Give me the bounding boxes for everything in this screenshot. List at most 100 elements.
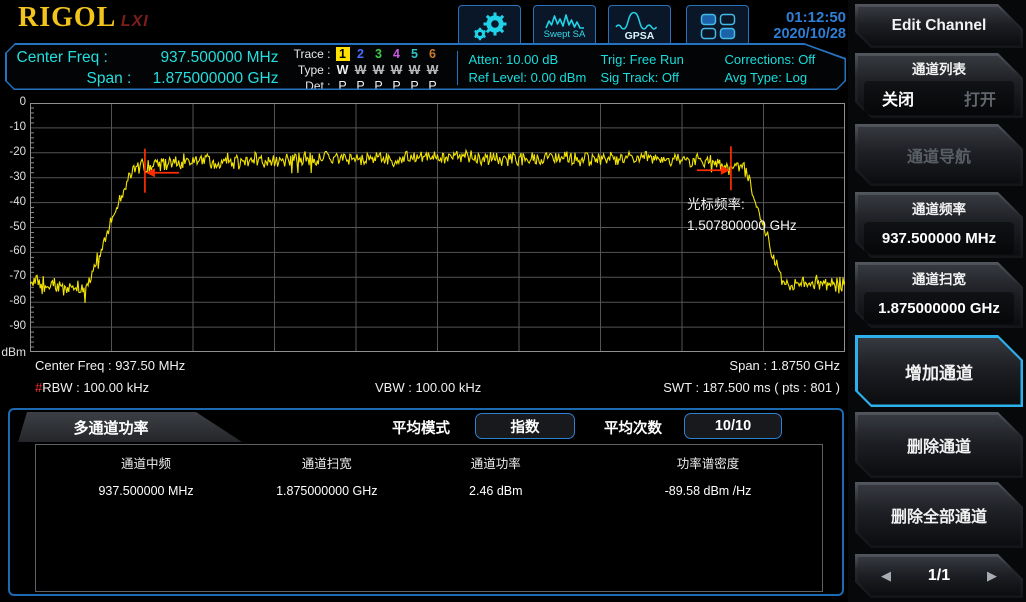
atten-value: Atten: 10.00 dB — [468, 51, 559, 67]
date-text: 2020/10/28 — [773, 26, 846, 42]
trace-row-label: Trace : — [293, 46, 331, 61]
trace-type-3: W — [372, 62, 385, 77]
trace-type-2: W — [354, 62, 367, 77]
rigol-logo: RIGOL LXI — [18, 2, 149, 34]
trace-number-6: 6 — [429, 46, 436, 61]
y-tick-label: -80 — [9, 295, 26, 308]
trace-type-4: W — [390, 62, 403, 77]
y-tick-label: -10 — [9, 120, 26, 133]
softkey-menu: Edit Channel 通道列表 关闭 打开 通道导航 通道频率 937.50… — [848, 0, 1026, 602]
y-tick-label: 0 — [19, 96, 26, 108]
status-bar: Center Freq : 937.500000 MHz Span : 1.87… — [5, 43, 846, 90]
status-col-corrections: Corrections: Off Avg Type: Log — [725, 51, 816, 87]
cursor-freq-label: 光标频率: — [687, 197, 745, 212]
footer-vbw: VBW : 100.00 kHz — [375, 380, 482, 395]
span-value: 1.875000000 GHz — [152, 69, 279, 87]
footer-swt: SWT : 187.500 ms ( pts : 801 ) — [663, 380, 840, 395]
channel-freq-title: 通道频率 — [912, 202, 966, 217]
status-col-trig: Trig: Free Run Sig Track: Off — [601, 51, 684, 87]
clock: 01:12:50 2020/10/28 — [740, 9, 846, 43]
y-axis-unit: dBm — [1, 345, 26, 359]
channel-table-header-row: 通道中频 通道扫宽 通道功率 功率谱密度 — [36, 445, 822, 472]
softkey-delete-channel[interactable]: 删除通道 — [855, 412, 1023, 478]
softkey-page-control[interactable]: ◀ 1/1 ▶ — [855, 554, 1023, 598]
frequency-readout: Center Freq : 937.500000 MHz Span : 1.87… — [17, 49, 279, 88]
trace-type-6: W — [426, 62, 439, 77]
trace-status-block: Trace : 1 2 3 4 5 6 Type : W W W W W W — [285, 46, 444, 94]
softkey-channel-nav[interactable]: 通道导航 — [855, 124, 1023, 186]
lxi-badge: LXI — [120, 13, 149, 30]
softkey-add-channel[interactable]: 增加通道 — [855, 335, 1023, 407]
cursor-readout: 光标频率: 1.507800000 GHz — [687, 194, 797, 236]
cell-channel-freq: 937.500000 MHz — [98, 484, 194, 498]
avg-mode-value: 指数 — [510, 419, 540, 436]
status-divider — [457, 51, 458, 85]
col-header-channel-freq: 通道中频 — [121, 457, 172, 471]
softkey-edit-channel[interactable]: Edit Channel — [855, 4, 1023, 48]
channel-freq-value: 937.500000 MHz — [881, 229, 997, 247]
center-freq-value: 937.500000 MHz — [160, 48, 279, 66]
rbw-coupled-marker: # — [35, 380, 43, 395]
avg-type-value: Avg Type: Log — [724, 69, 808, 85]
status-col-atten: Atten: 10.00 dB Ref Level: 0.00 dBm — [469, 51, 587, 87]
y-tick-label: -30 — [9, 170, 26, 183]
page-indicator: 1/1 — [927, 567, 951, 584]
y-tick-label: -90 — [9, 320, 26, 333]
softkey-channel-span[interactable]: 通道扫宽 1.875000000 GHz — [855, 262, 1023, 328]
measurement-panel: 多通道功率 平均模式 指数 平均次数 10/10 通道中频 通道扫宽 通道功率 … — [8, 408, 844, 596]
softkey-channel-list[interactable]: 通道列表 关闭 打开 — [855, 53, 1023, 118]
page-prev-icon[interactable]: ◀ — [881, 568, 891, 583]
avg-count-button[interactable]: 10/10 — [684, 413, 782, 439]
channel-list-options: 关闭 打开 — [864, 81, 1014, 115]
y-tick-label: -60 — [9, 245, 26, 258]
avg-count-value: 10/10 — [714, 418, 752, 434]
avg-mode-label: 平均模式 — [392, 421, 450, 437]
brand-logo-text: RIGOL — [18, 2, 117, 33]
system-settings-button[interactable] — [458, 5, 521, 47]
tab-multichannel-power[interactable]: 多通道功率 — [18, 412, 242, 442]
trace-type-1: W — [336, 62, 349, 77]
softkey-delete-all-channels[interactable]: 删除全部通道 — [855, 482, 1023, 548]
col-header-channel-power: 通道功率 — [470, 457, 521, 471]
swept-sa-mode-button[interactable]: Swept SA — [533, 5, 596, 47]
footer-rbw: #RBW : 100.00 kHz — [35, 380, 150, 395]
channel-span-title: 通道扫宽 — [912, 272, 966, 287]
type-row-label: Type : — [297, 62, 331, 77]
window-layout-button[interactable] — [686, 5, 749, 47]
y-tick-label: -20 — [9, 145, 26, 158]
softkey-channel-freq[interactable]: 通道频率 937.500000 MHz — [855, 192, 1023, 258]
footer-span: Span : 1.8750 GHz — [729, 358, 840, 373]
footer-center-freq: Center Freq : 937.50 MHz — [35, 358, 186, 373]
trace-det-1: P — [338, 78, 347, 93]
y-tick-label: -40 — [9, 195, 26, 208]
swept-sa-waveform-icon — [544, 13, 584, 29]
col-header-power-density: 功率谱密度 — [676, 457, 740, 471]
ref-level-value: Ref Level: 0.00 dBm — [468, 69, 587, 85]
col-header-channel-span: 通道扫宽 — [301, 457, 352, 471]
cursor-freq-value: 1.507800000 GHz — [687, 218, 797, 233]
option-close[interactable]: 关闭 — [882, 92, 915, 109]
y-tick-label: -70 — [9, 270, 26, 283]
gear-icon — [473, 12, 506, 41]
swept-sa-label: Swept SA — [543, 28, 586, 40]
span-label: Span : — [86, 69, 132, 87]
gpsa-label: GPSA — [624, 29, 655, 42]
center-freq-label: Center Freq : — [16, 48, 108, 66]
y-tick-label: -50 — [9, 220, 26, 233]
channel-table: 通道中频 通道扫宽 通道功率 功率谱密度 937.500000 MHz 1.87… — [35, 444, 823, 592]
page-next-icon[interactable]: ▶ — [987, 568, 997, 583]
avg-mode-button[interactable]: 指数 — [475, 413, 575, 439]
trace-type-5: W — [408, 62, 421, 77]
trace-det-2: P — [356, 78, 365, 93]
trace-number-5: 5 — [411, 46, 418, 61]
channel-span-value: 1.875000000 GHz — [878, 299, 1000, 317]
spectrum-display: 0 -10 -20 -30 -40 -50 -60 -70 -80 -90 dBm 光标频率: 1… — [0, 90, 848, 408]
gpsa-mode-button[interactable]: GPSA — [608, 5, 671, 47]
trace-number-3: 3 — [375, 46, 382, 61]
channel-table-row: 937.500000 MHz 1.875000000 GHz 2.46 dBm … — [36, 472, 822, 498]
trace-det-3: P — [374, 78, 383, 93]
layout-grid-icon — [700, 13, 735, 40]
channel-list-title: 通道列表 — [912, 62, 966, 77]
option-open[interactable]: 打开 — [963, 92, 996, 109]
